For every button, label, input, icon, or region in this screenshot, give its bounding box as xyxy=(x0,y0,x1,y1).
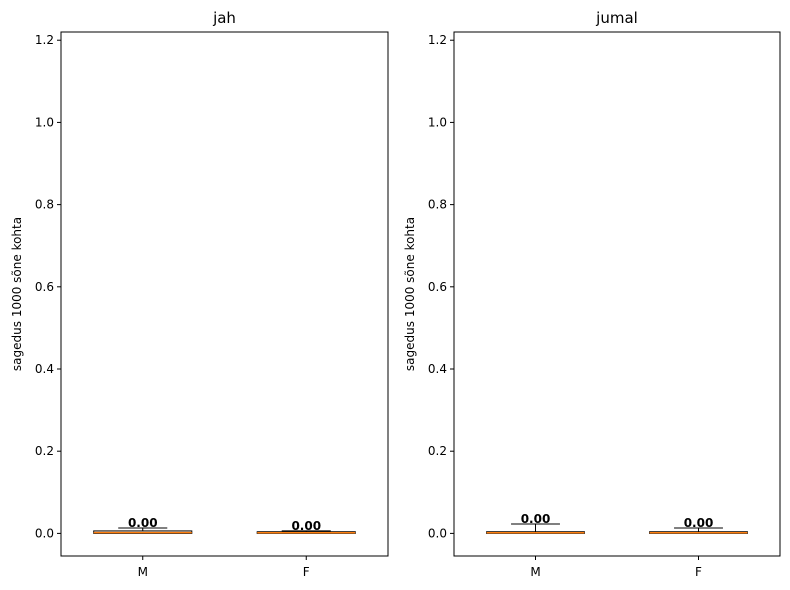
y-tick-label: 0.2 xyxy=(35,444,54,458)
x-tick-label: M xyxy=(138,565,148,579)
y-tick-label: 0.8 xyxy=(35,198,54,212)
y-tick-label: 0.4 xyxy=(428,362,447,376)
y-tick-label: 0.6 xyxy=(35,280,54,294)
y-tick-label: 0.8 xyxy=(428,198,447,212)
x-tick-label: M xyxy=(530,565,540,579)
y-tick-label: 1.0 xyxy=(428,115,447,129)
y-tick-label: 0.2 xyxy=(428,444,447,458)
data-label: 0.00 xyxy=(128,516,158,530)
data-label: 0.00 xyxy=(521,512,551,526)
data-label: 0.00 xyxy=(291,519,321,533)
y-tick-label: 0.0 xyxy=(35,526,54,540)
y-axis-label: sagedus 1000 sõne kohta xyxy=(403,217,417,371)
box-F: 0.00 xyxy=(649,516,748,534)
box-M: 0.00 xyxy=(93,516,193,534)
chart-title: jah xyxy=(212,9,236,27)
x-tick-label: F xyxy=(303,565,310,579)
y-tick-label: 0.4 xyxy=(35,362,54,376)
plot-frame xyxy=(453,31,781,557)
y-tick-label: 0.0 xyxy=(428,526,447,540)
y-axis-label: sagedus 1000 sõne kohta xyxy=(10,217,24,371)
y-tick-label: 1.2 xyxy=(428,33,447,47)
y-tick-label: 1.0 xyxy=(35,115,54,129)
box-F: 0.00 xyxy=(256,519,356,534)
y-tick-label: 1.2 xyxy=(35,33,54,47)
chart-title: jumal xyxy=(595,9,638,27)
box-M: 0.00 xyxy=(486,512,585,534)
y-tick-label: 0.6 xyxy=(428,280,447,294)
x-tick-label: F xyxy=(695,565,702,579)
data-label: 0.00 xyxy=(684,516,714,530)
plot-frame xyxy=(60,31,389,557)
